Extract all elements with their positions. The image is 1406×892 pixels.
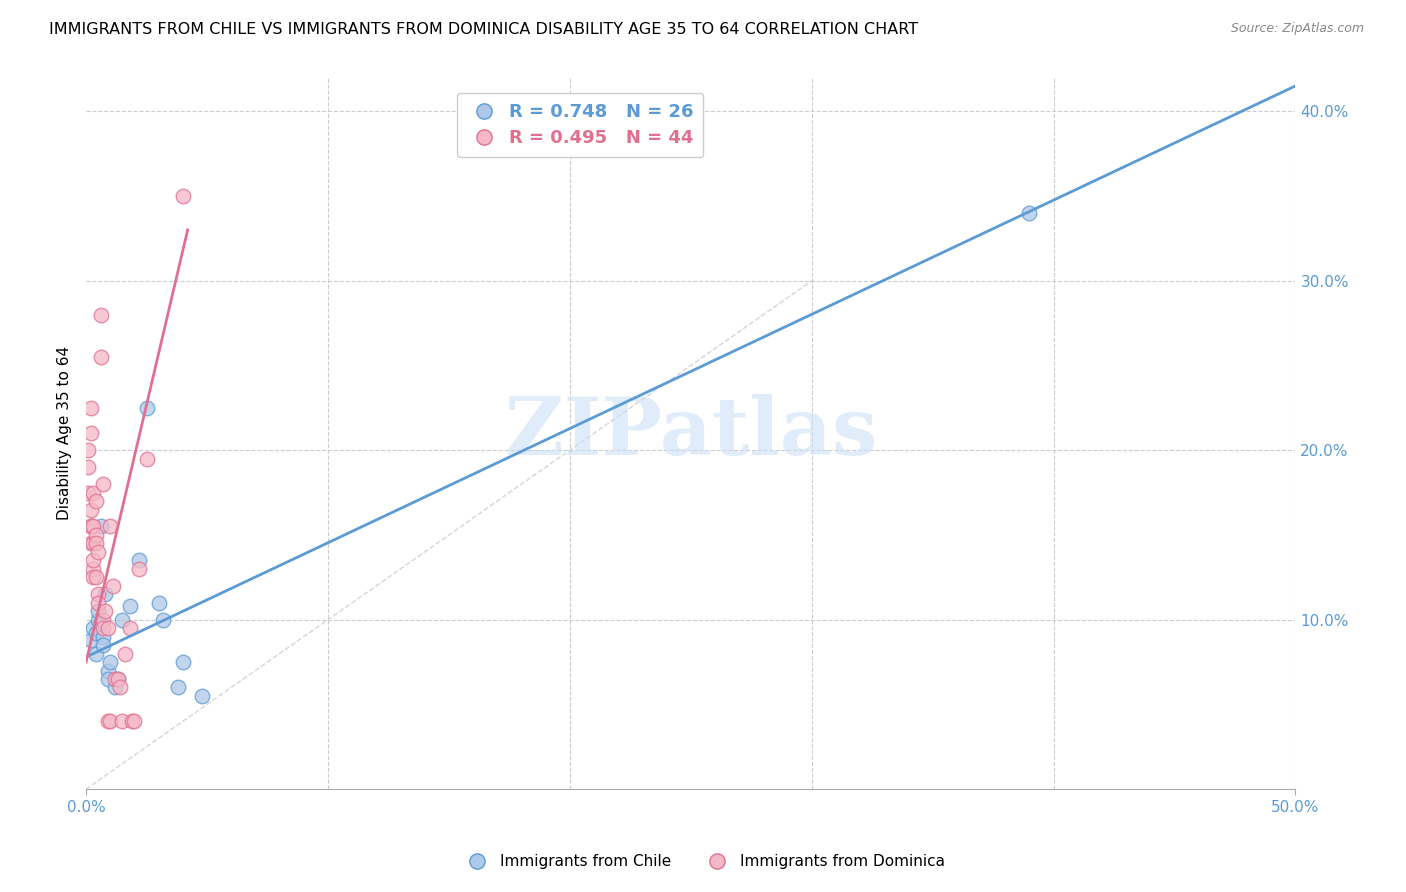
- Point: [118, 599, 141, 614]
- Point: [80, 519, 103, 533]
- Point: [101, 579, 124, 593]
- Legend: R = 0.748   N = 26, R = 0.495   N = 44: R = 0.748 N = 26, R = 0.495 N = 44: [457, 93, 703, 157]
- Point: [90, 616, 112, 631]
- Point: [87, 604, 110, 618]
- Point: [135, 451, 157, 466]
- Point: [128, 553, 150, 567]
- Point: [104, 681, 127, 695]
- Point: [87, 545, 110, 559]
- Point: [111, 613, 134, 627]
- Point: [172, 189, 194, 203]
- Text: IMMIGRANTS FROM CHILE VS IMMIGRANTS FROM DOMINICA DISABILITY AGE 35 TO 64 CORREL: IMMIGRANTS FROM CHILE VS IMMIGRANTS FROM…: [49, 22, 918, 37]
- Point: [148, 596, 170, 610]
- Point: [82, 621, 104, 635]
- Point: [80, 401, 103, 415]
- Point: [97, 621, 120, 635]
- Point: [91, 621, 114, 635]
- Point: [80, 502, 103, 516]
- Point: [107, 672, 129, 686]
- Point: [90, 519, 112, 533]
- Point: [104, 672, 127, 686]
- Point: [80, 426, 103, 441]
- Point: [84, 494, 107, 508]
- Point: [128, 562, 150, 576]
- Y-axis label: Disability Age 35 to 64: Disability Age 35 to 64: [58, 346, 72, 520]
- Point: [91, 613, 114, 627]
- Point: [97, 664, 120, 678]
- Point: [84, 536, 107, 550]
- Point: [172, 655, 194, 669]
- Point: [91, 477, 114, 491]
- Point: [84, 626, 107, 640]
- Point: [87, 596, 110, 610]
- Point: [114, 647, 136, 661]
- Point: [77, 485, 100, 500]
- Point: [87, 587, 110, 601]
- Point: [91, 630, 114, 644]
- Point: [108, 681, 131, 695]
- Point: [82, 570, 104, 584]
- Text: Source: ZipAtlas.com: Source: ZipAtlas.com: [1230, 22, 1364, 36]
- Point: [91, 638, 114, 652]
- Point: [84, 647, 107, 661]
- Point: [94, 604, 117, 618]
- Text: ZIPatlas: ZIPatlas: [505, 394, 877, 472]
- Point: [90, 350, 112, 364]
- Point: [84, 528, 107, 542]
- Point: [111, 714, 134, 729]
- Point: [82, 519, 104, 533]
- Point: [84, 570, 107, 584]
- Point: [80, 536, 103, 550]
- Point: [118, 621, 141, 635]
- Legend: Immigrants from Chile, Immigrants from Dominica: Immigrants from Chile, Immigrants from D…: [456, 848, 950, 875]
- Point: [80, 633, 103, 648]
- Point: [82, 485, 104, 500]
- Point: [94, 587, 117, 601]
- Point: [97, 714, 120, 729]
- Point: [82, 536, 104, 550]
- Point: [97, 672, 120, 686]
- Point: [82, 553, 104, 567]
- Point: [80, 519, 103, 533]
- Point: [124, 714, 146, 729]
- Point: [1018, 206, 1040, 220]
- Point: [82, 562, 104, 576]
- Point: [87, 613, 110, 627]
- Point: [98, 655, 121, 669]
- Point: [98, 714, 121, 729]
- Point: [191, 689, 214, 703]
- Point: [90, 308, 112, 322]
- Point: [77, 443, 100, 458]
- Point: [121, 714, 143, 729]
- Point: [77, 460, 100, 475]
- Point: [98, 519, 121, 533]
- Point: [152, 613, 174, 627]
- Point: [167, 681, 190, 695]
- Point: [107, 672, 129, 686]
- Point: [135, 401, 157, 415]
